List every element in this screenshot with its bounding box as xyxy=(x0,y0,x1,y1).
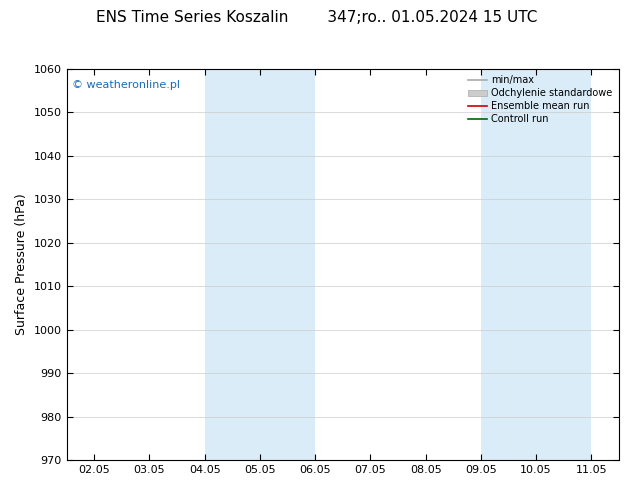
Y-axis label: Surface Pressure (hPa): Surface Pressure (hPa) xyxy=(15,194,28,335)
Bar xyxy=(205,69,315,460)
Text: ENS Time Series Koszalin        347;ro.. 01.05.2024 15 UTC: ENS Time Series Koszalin 347;ro.. 01.05.… xyxy=(96,10,538,25)
Text: © weatheronline.pl: © weatheronline.pl xyxy=(72,80,180,90)
Legend: min/max, Odchylenie standardowe, Ensemble mean run, Controll run: min/max, Odchylenie standardowe, Ensembl… xyxy=(463,72,616,128)
Bar xyxy=(481,69,592,460)
